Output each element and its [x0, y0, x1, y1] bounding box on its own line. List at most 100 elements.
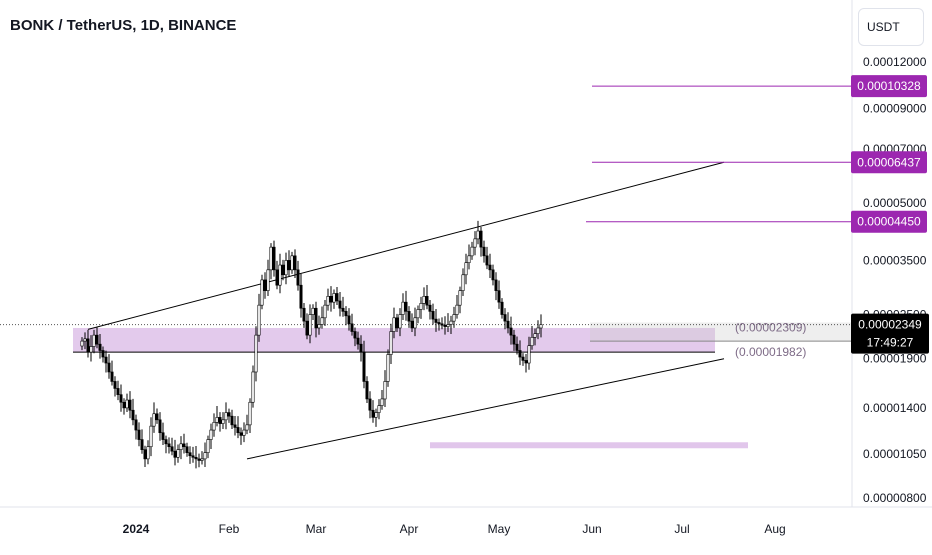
candle[interactable]	[194, 457, 198, 460]
price-badge[interactable]	[851, 151, 927, 174]
candle[interactable]	[464, 262, 468, 276]
candle[interactable]	[332, 293, 336, 303]
candle[interactable]	[122, 401, 126, 409]
candle[interactable]	[134, 419, 138, 431]
candle[interactable]	[155, 413, 159, 421]
candle[interactable]	[470, 246, 474, 257]
candle[interactable]	[197, 458, 201, 461]
candle[interactable]	[320, 317, 324, 325]
candle[interactable]	[404, 301, 408, 312]
lower-zone[interactable]	[430, 442, 748, 449]
candle[interactable]	[125, 399, 129, 409]
candle[interactable]	[149, 425, 153, 448]
candle[interactable]	[437, 322, 441, 325]
candle[interactable]	[401, 301, 405, 315]
candle[interactable]	[413, 317, 417, 329]
candle[interactable]	[473, 238, 477, 248]
candle[interactable]	[362, 351, 366, 382]
candle[interactable]	[80, 340, 84, 347]
candle[interactable]	[164, 439, 168, 445]
candle[interactable]	[524, 360, 528, 364]
candle[interactable]	[245, 424, 249, 431]
candle[interactable]	[179, 443, 183, 450]
candle[interactable]	[98, 343, 102, 351]
candle[interactable]	[143, 449, 147, 460]
candle[interactable]	[512, 334, 516, 345]
candle[interactable]	[107, 362, 111, 373]
candle[interactable]	[89, 346, 93, 353]
candle[interactable]	[323, 304, 327, 319]
candle[interactable]	[191, 455, 195, 458]
candle[interactable]	[257, 304, 261, 336]
candle[interactable]	[227, 412, 231, 417]
candle[interactable]	[260, 279, 264, 306]
candle[interactable]	[371, 409, 375, 418]
candle[interactable]	[476, 230, 480, 240]
currency-button[interactable]: USDT	[858, 8, 924, 46]
candle[interactable]	[182, 443, 186, 448]
candle[interactable]	[287, 260, 291, 271]
candle[interactable]	[350, 323, 354, 332]
candle[interactable]	[302, 307, 306, 322]
candle[interactable]	[383, 381, 387, 400]
candle[interactable]	[110, 371, 114, 382]
candle[interactable]	[398, 314, 402, 329]
candle[interactable]	[395, 317, 399, 329]
candle[interactable]	[248, 401, 252, 426]
candle[interactable]	[428, 304, 432, 312]
candle[interactable]	[269, 246, 273, 271]
candle[interactable]	[425, 296, 429, 306]
candle[interactable]	[116, 388, 120, 395]
candle[interactable]	[314, 307, 318, 329]
candle[interactable]	[386, 354, 390, 382]
candle[interactable]	[284, 260, 288, 276]
candle[interactable]	[128, 399, 132, 411]
candle[interactable]	[251, 371, 255, 403]
candle[interactable]	[335, 293, 339, 302]
candle[interactable]	[104, 356, 108, 364]
candle[interactable]	[506, 320, 510, 329]
candle[interactable]	[467, 255, 471, 263]
candle[interactable]	[299, 284, 303, 309]
candle[interactable]	[443, 324, 447, 327]
candle[interactable]	[173, 450, 177, 458]
candle[interactable]	[209, 429, 213, 440]
channel-lower-line[interactable]	[246, 358, 725, 460]
candle[interactable]	[458, 290, 462, 306]
candle[interactable]	[239, 432, 243, 436]
candle[interactable]	[113, 381, 117, 389]
candle[interactable]	[440, 323, 444, 326]
candle[interactable]	[530, 337, 534, 347]
price-badge[interactable]	[851, 210, 927, 233]
candle[interactable]	[92, 334, 96, 347]
candle[interactable]	[488, 264, 492, 271]
candle[interactable]	[431, 311, 435, 320]
candle[interactable]	[278, 264, 282, 286]
candle[interactable]	[365, 381, 369, 400]
candle[interactable]	[353, 331, 357, 339]
candle[interactable]	[446, 324, 450, 327]
candle[interactable]	[389, 331, 393, 355]
candle[interactable]	[230, 415, 234, 426]
candle[interactable]	[140, 439, 144, 450]
candle[interactable]	[272, 246, 276, 271]
candle[interactable]	[215, 417, 219, 423]
candle[interactable]	[152, 413, 156, 427]
price-badge[interactable]	[851, 75, 927, 98]
candle[interactable]	[308, 314, 312, 336]
candle[interactable]	[161, 432, 165, 440]
candle[interactable]	[281, 264, 285, 276]
candle[interactable]	[146, 446, 150, 460]
candle[interactable]	[188, 452, 192, 457]
candle[interactable]	[374, 412, 378, 418]
candle[interactable]	[434, 318, 438, 323]
channel-upper-line[interactable]	[87, 161, 725, 330]
candle[interactable]	[254, 334, 258, 373]
candle[interactable]	[317, 324, 321, 329]
candle[interactable]	[452, 314, 456, 322]
candle[interactable]	[263, 279, 267, 291]
candle[interactable]	[296, 269, 300, 286]
candle[interactable]	[242, 429, 246, 436]
